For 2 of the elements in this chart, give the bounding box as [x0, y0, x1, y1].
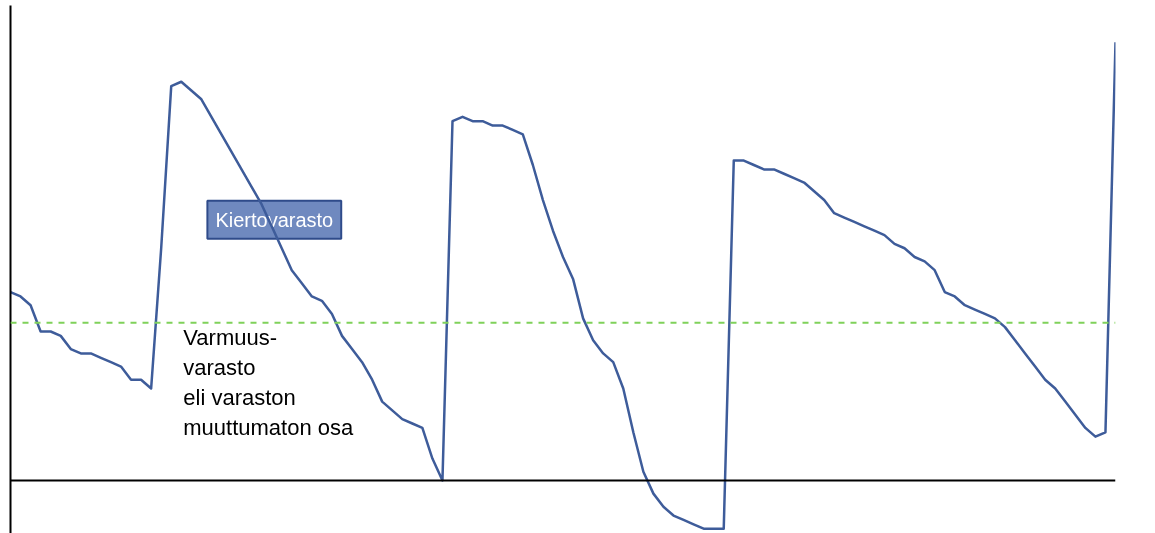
annotation: Varmuus- varasto eli varaston muuttumaton osa	[183, 324, 355, 440]
annotation: Kiertovarasto	[215, 208, 334, 231]
